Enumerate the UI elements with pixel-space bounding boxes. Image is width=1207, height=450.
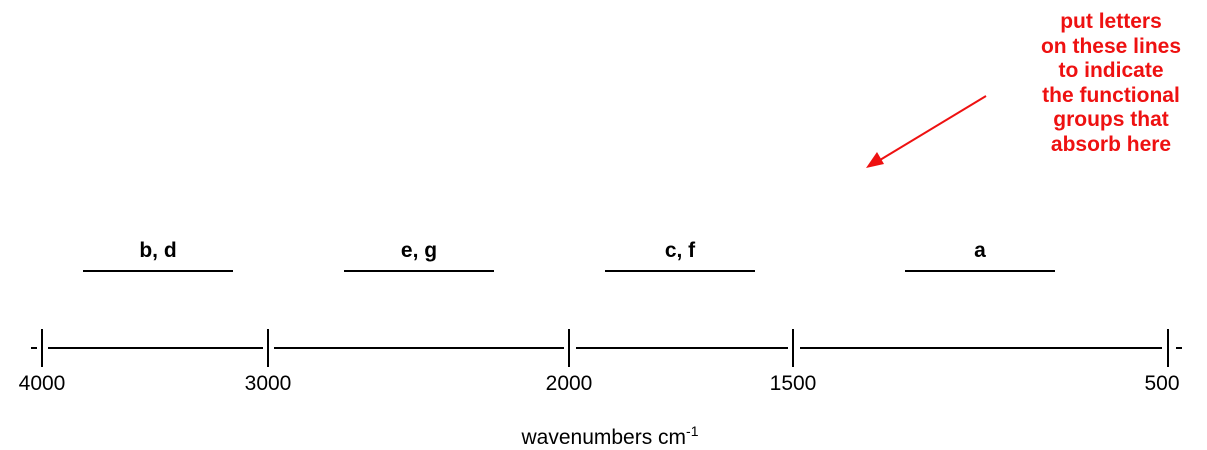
instruction-line-5: groups that xyxy=(1053,108,1169,131)
axis-segment-3 xyxy=(576,347,788,349)
tick-500 xyxy=(1167,329,1169,367)
tick-label-3000: 3000 xyxy=(244,372,292,395)
instruction-line-4: the functional xyxy=(1042,83,1180,107)
answer-label-2: e, g xyxy=(400,239,438,262)
axis-stub-right xyxy=(1176,347,1182,349)
tick-label-2000: 2000 xyxy=(545,372,593,395)
tick-4000 xyxy=(41,329,43,367)
axis-stub-left xyxy=(31,347,37,349)
answer-line-3[interactable] xyxy=(605,270,755,272)
answer-label-3: c, f xyxy=(664,239,696,262)
answer-line-1[interactable] xyxy=(83,270,233,272)
instruction-line-1: put letters xyxy=(1060,10,1162,33)
tick-label-4000: 4000 xyxy=(18,372,66,395)
tick-3000 xyxy=(267,329,269,367)
tick-2000 xyxy=(568,329,570,367)
axis-title-superscript: -1 xyxy=(686,423,699,439)
instruction-line-3: to indicate xyxy=(1058,59,1164,82)
answer-line-4[interactable] xyxy=(905,270,1055,272)
tick-label-1500: 1500 xyxy=(769,372,817,395)
axis-segment-2 xyxy=(274,347,564,349)
instruction-line-6: absorb here xyxy=(1050,132,1172,156)
answer-line-2[interactable] xyxy=(344,270,494,272)
axis-segment-4 xyxy=(800,347,1162,349)
tick-1500 xyxy=(792,329,794,367)
instruction-line-2: on these lines xyxy=(1040,34,1182,58)
answer-label-4: a xyxy=(974,239,986,262)
axis-title-text: wavenumbers cm xyxy=(521,426,687,449)
axis-segment-1 xyxy=(48,347,263,349)
axis-title: wavenumbers cm-1 xyxy=(470,423,750,450)
tick-label-500: 500 xyxy=(1144,372,1180,395)
answer-label-1: b, d xyxy=(139,239,177,262)
instruction-note: put letters on these lines to indicate t… xyxy=(1001,10,1207,157)
